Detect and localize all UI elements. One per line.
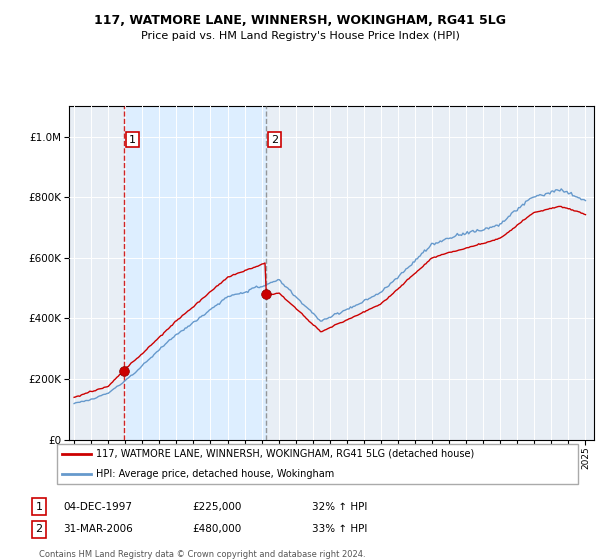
Bar xyxy=(124,106,266,440)
Text: 04-DEC-1997: 04-DEC-1997 xyxy=(63,502,132,512)
Text: HPI: Average price, detached house, Wokingham: HPI: Average price, detached house, Woki… xyxy=(96,469,334,479)
Text: 117, WATMORE LANE, WINNERSH, WOKINGHAM, RG41 5LG (detached house): 117, WATMORE LANE, WINNERSH, WOKINGHAM, … xyxy=(96,449,475,459)
Text: 2: 2 xyxy=(271,135,278,144)
Text: 33% ↑ HPI: 33% ↑ HPI xyxy=(312,524,367,534)
Text: 32% ↑ HPI: 32% ↑ HPI xyxy=(312,502,367,512)
FancyBboxPatch shape xyxy=(56,444,578,484)
Text: 1: 1 xyxy=(35,502,43,512)
Text: 1: 1 xyxy=(129,135,136,144)
Text: Price paid vs. HM Land Registry's House Price Index (HPI): Price paid vs. HM Land Registry's House … xyxy=(140,31,460,41)
Text: 117, WATMORE LANE, WINNERSH, WOKINGHAM, RG41 5LG: 117, WATMORE LANE, WINNERSH, WOKINGHAM, … xyxy=(94,14,506,27)
Text: £225,000: £225,000 xyxy=(192,502,241,512)
Text: 31-MAR-2006: 31-MAR-2006 xyxy=(63,524,133,534)
Text: £480,000: £480,000 xyxy=(192,524,241,534)
Text: 2: 2 xyxy=(35,524,43,534)
Text: Contains HM Land Registry data © Crown copyright and database right 2024.
This d: Contains HM Land Registry data © Crown c… xyxy=(39,550,365,560)
